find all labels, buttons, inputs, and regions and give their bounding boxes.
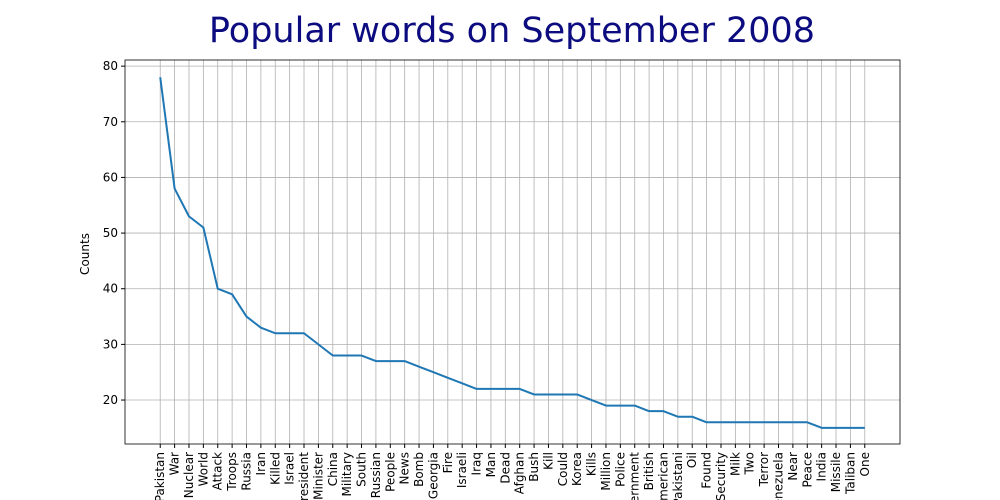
- x-tick-label: Peace: [800, 452, 814, 488]
- x-tick-label: Could: [556, 452, 570, 486]
- x-tick-label: Terror: [757, 452, 771, 487]
- x-tick-label: Kill: [541, 452, 555, 470]
- y-tick-label: 80: [103, 59, 118, 73]
- chart-title: Popular words on September 2008: [209, 11, 815, 51]
- x-tick-label: Military: [340, 452, 354, 496]
- x-tick-label: American: [656, 452, 670, 500]
- x-tick-label: Near: [786, 452, 800, 481]
- x-tick-label: Dead: [498, 452, 512, 484]
- x-tick-label: Bomb: [412, 452, 426, 487]
- y-axis-label: Counts: [78, 233, 92, 275]
- x-tick-label: Fire: [441, 452, 455, 473]
- x-tick-label: Troops: [225, 452, 239, 492]
- y-tick-label: 50: [103, 226, 118, 240]
- x-tick-label: Nuclear: [182, 452, 196, 498]
- x-tick-label: Oil: [685, 452, 699, 468]
- x-tick-label: World: [196, 452, 210, 486]
- x-tick-label: Minister: [311, 452, 325, 500]
- x-tick-label: Attack: [211, 452, 225, 490]
- x-tick-label: News: [398, 452, 412, 484]
- x-tick-label: Pakistan: [153, 452, 167, 500]
- x-tick-label: India: [815, 452, 829, 481]
- x-tick-label: Milk: [728, 452, 742, 476]
- x-tick-label: Georgia: [426, 452, 440, 499]
- x-tick-label: British: [642, 452, 656, 490]
- x-tick-label: Million: [599, 452, 613, 491]
- x-tick-label: Killed: [268, 452, 282, 485]
- x-tick-label: Security: [714, 452, 728, 500]
- x-tick-label: Pakistani: [671, 452, 685, 500]
- x-tick-label: Afghan: [513, 452, 527, 494]
- y-tick-label: 40: [103, 282, 118, 296]
- data-line: [159, 77, 865, 429]
- x-tick-label: Man: [484, 452, 498, 477]
- x-tick-label: People: [383, 452, 397, 492]
- x-tick-label: Government: [628, 452, 642, 500]
- x-tick-label: One: [858, 452, 872, 476]
- x-tick-label: Taliban: [843, 452, 857, 495]
- x-tick-label: Iran: [254, 452, 268, 475]
- x-tick-label: Russia: [239, 452, 253, 491]
- plot-frame: [124, 59, 901, 445]
- x-tick-label: Missile: [829, 452, 843, 492]
- y-tick-label: 20: [103, 393, 118, 407]
- x-tick-label: China: [326, 452, 340, 486]
- y-tick-label: 60: [103, 170, 118, 184]
- x-tick-label: Israel: [283, 452, 297, 485]
- x-tick-label: South: [355, 452, 369, 487]
- x-tick-label: War: [168, 452, 182, 475]
- x-tick-label: Israeli: [455, 452, 469, 488]
- x-tick-label: Russian: [369, 452, 383, 498]
- x-tick-label: President: [297, 452, 311, 500]
- x-tick-label: Venezuela: [772, 452, 786, 500]
- x-tick-label: Kills: [585, 452, 599, 476]
- x-tick-label: Police: [613, 452, 627, 487]
- x-tick-label: Korea: [570, 452, 584, 486]
- y-tick-label: 70: [103, 115, 118, 129]
- y-tick-label: 30: [103, 337, 118, 351]
- x-tick-label: Bush: [527, 452, 541, 482]
- x-tick-label: Found: [700, 452, 714, 489]
- x-tick-label: Iraq: [470, 452, 484, 475]
- x-tick-label: Two: [743, 452, 757, 476]
